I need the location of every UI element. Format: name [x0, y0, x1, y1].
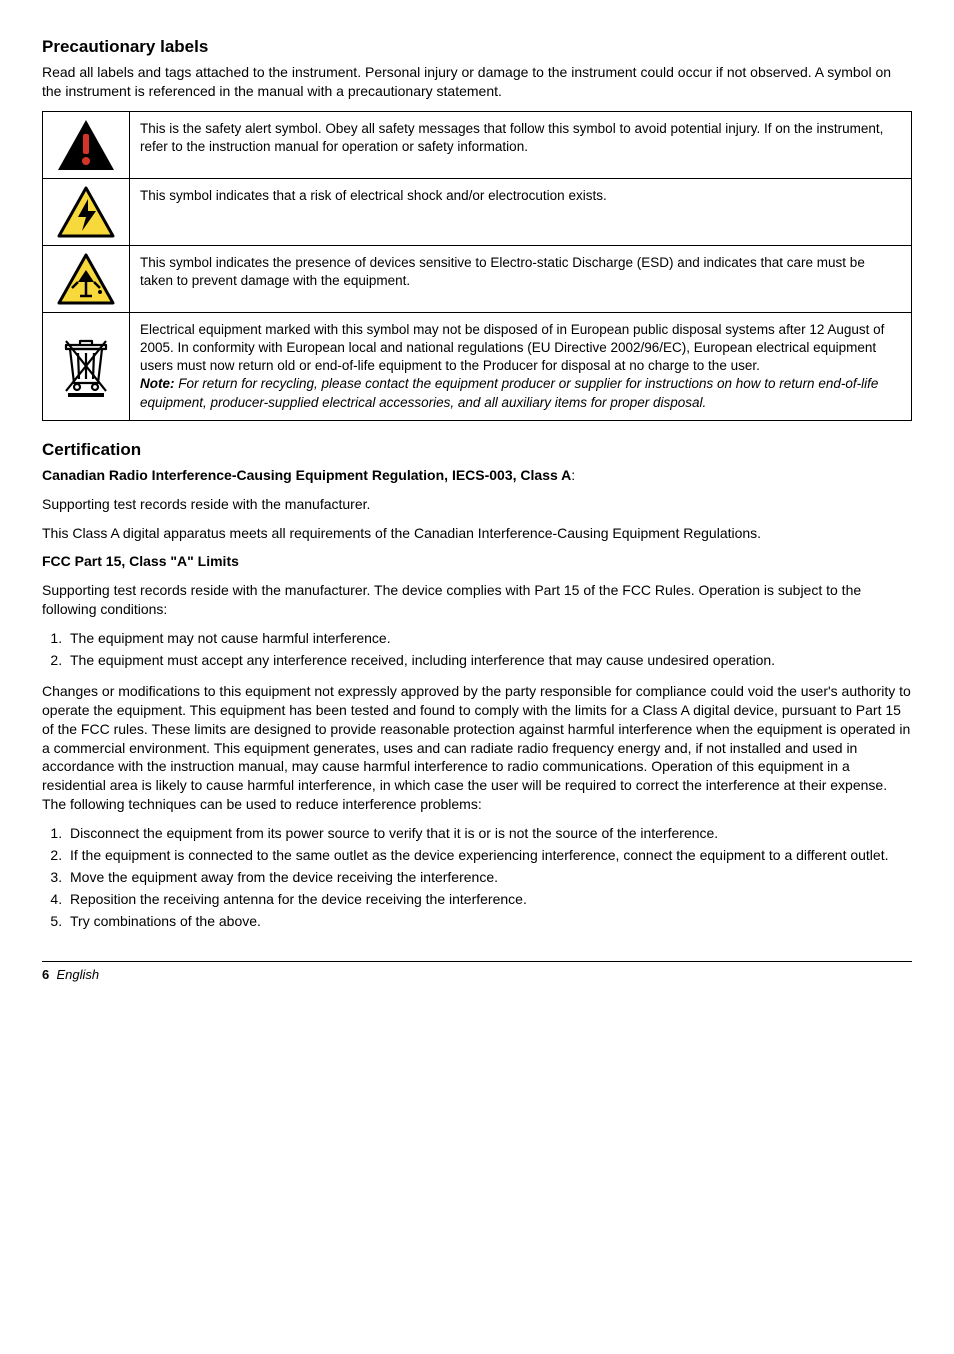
warning-exclaim-icon: [56, 118, 116, 172]
cert-list1: The equipment may not cause harmful inte…: [42, 629, 912, 670]
list-item: The equipment must accept any interferen…: [66, 651, 912, 670]
table-row: Electrical equipment marked with this sy…: [43, 312, 912, 420]
table-row: This symbol indicates that a risk of ele…: [43, 178, 912, 245]
cert-p3: Supporting test records reside with the …: [42, 581, 912, 619]
esd-triangle-icon: [56, 252, 116, 306]
shock-icon-cell: [43, 178, 130, 245]
list-item: The equipment may not cause harmful inte…: [66, 629, 912, 648]
cert-sub1: Canadian Radio Interference-Causing Equi…: [42, 467, 571, 483]
weee-icon-cell: [43, 312, 130, 420]
list-item: Try combinations of the above.: [66, 912, 912, 931]
page-lang: English: [56, 967, 99, 982]
list-item: Disconnect the equipment from its power …: [66, 824, 912, 843]
weee-bin-icon: [58, 333, 114, 399]
shock-triangle-icon: [56, 185, 116, 239]
weee-label-text: Electrical equipment marked with this sy…: [130, 312, 912, 420]
cert-list2: Disconnect the equipment from its power …: [42, 824, 912, 930]
precautionary-labels-intro: Read all labels and tags attached to the…: [42, 63, 912, 101]
warning-icon-cell: [43, 111, 130, 178]
esd-icon-cell: [43, 245, 130, 312]
labels-table: This is the safety alert symbol. Obey al…: [42, 111, 912, 421]
cert-sub1-line: Canadian Radio Interference-Causing Equi…: [42, 466, 912, 485]
weee-note-label: Note:: [140, 376, 175, 391]
cert-sub1-colon: :: [571, 467, 575, 483]
list-item: Reposition the receiving antenna for the…: [66, 890, 912, 909]
precautionary-labels-title: Precautionary labels: [42, 36, 912, 59]
cert-p2: This Class A digital apparatus meets all…: [42, 524, 912, 543]
table-row: This is the safety alert symbol. Obey al…: [43, 111, 912, 178]
cert-p4: Changes or modifications to this equipme…: [42, 682, 912, 814]
warning-label-text: This is the safety alert symbol. Obey al…: [130, 111, 912, 178]
cert-p1: Supporting test records reside with the …: [42, 495, 912, 514]
table-row: This symbol indicates the presence of de…: [43, 245, 912, 312]
esd-label-text: This symbol indicates the presence of de…: [130, 245, 912, 312]
weee-note-body: For return for recycling, please contact…: [140, 376, 878, 409]
list-item: Move the equipment away from the device …: [66, 868, 912, 887]
page-footer: 6 English: [42, 961, 912, 984]
certification-title: Certification: [42, 439, 912, 462]
weee-main-text: Electrical equipment marked with this sy…: [140, 322, 884, 373]
page-number: 6: [42, 967, 49, 982]
list-item: If the equipment is connected to the sam…: [66, 846, 912, 865]
cert-sub2: FCC Part 15, Class "A" Limits: [42, 552, 912, 571]
shock-label-text: This symbol indicates that a risk of ele…: [130, 178, 912, 245]
